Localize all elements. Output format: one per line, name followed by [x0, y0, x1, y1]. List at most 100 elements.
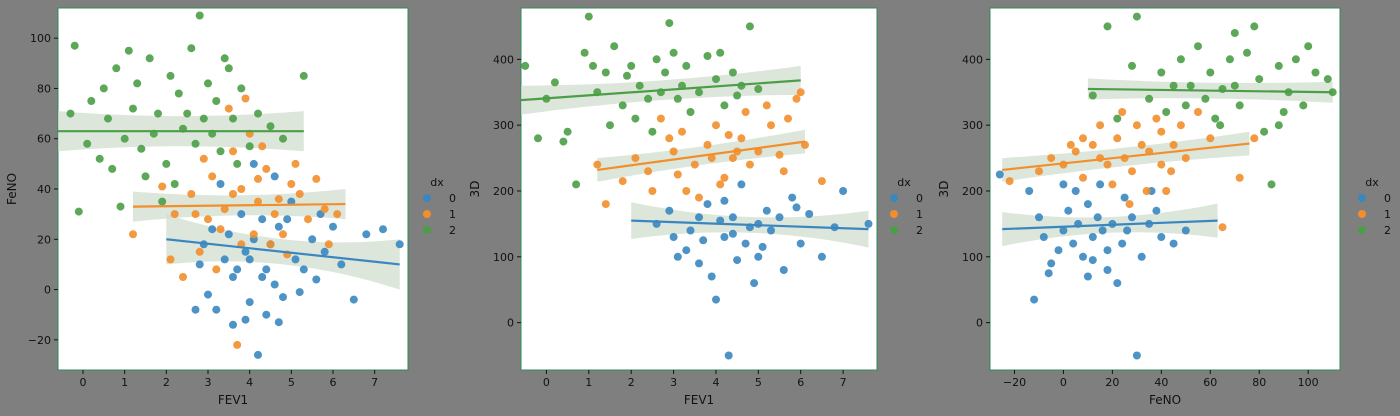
plot-area	[520, 7, 878, 371]
x-tick-label: 7	[840, 376, 847, 389]
data-point-dx-1	[170, 210, 179, 219]
data-point-dx-1	[312, 174, 321, 183]
data-point-dx-1	[648, 187, 657, 195]
data-point-dx-2	[191, 139, 200, 148]
data-point-dx-1	[158, 182, 167, 191]
data-point-dx-0	[762, 206, 771, 215]
data-point-dx-2	[563, 127, 572, 136]
data-point-dx-0	[291, 255, 300, 264]
regression-line-dx-1	[597, 140, 806, 172]
data-point-dx-0	[1059, 226, 1068, 235]
data-point-dx-2	[166, 71, 175, 80]
data-point-dx-0	[1071, 187, 1080, 195]
data-point-dx-2	[669, 48, 678, 57]
legend-marker-dx-1	[890, 210, 898, 218]
data-point-dx-0	[1093, 213, 1102, 222]
data-point-dx-2	[279, 134, 287, 143]
data-point-dx-0	[796, 239, 805, 248]
data-point-dx-1	[262, 164, 271, 173]
data-point-dx-2	[245, 142, 254, 151]
y-tick-label: 200	[962, 185, 983, 198]
data-point-dx-0	[229, 320, 237, 329]
data-point-dx-0	[767, 226, 775, 235]
data-point-dx-0	[208, 225, 217, 234]
data-point-dx-2	[745, 22, 754, 31]
x-tick-label: 3	[670, 376, 677, 389]
data-point-dx-1	[233, 340, 242, 349]
data-point-dx-1	[216, 225, 225, 234]
regression-line-dx-2	[1087, 87, 1333, 94]
data-point-dx-1	[601, 200, 610, 209]
data-point-dx-0	[1103, 246, 1112, 255]
data-point-dx-2	[87, 97, 96, 105]
data-point-dx-0	[1083, 272, 1092, 281]
data-point-dx-1	[1137, 140, 1146, 149]
data-point-dx-0	[1059, 180, 1068, 189]
data-point-dx-2	[1250, 22, 1259, 31]
y-tick-label: −20	[28, 334, 51, 347]
data-point-dx-2	[1169, 81, 1178, 90]
data-point-dx-1	[1250, 134, 1259, 143]
data-point-dx-0	[707, 272, 716, 281]
legend-label-dx-2: 2	[916, 224, 923, 237]
x-tick-label: 6	[330, 376, 337, 389]
x-tick-label: 1	[585, 376, 592, 389]
data-point-dx-2	[1157, 68, 1166, 77]
data-point-dx-1	[784, 114, 792, 123]
data-point-dx-1	[631, 154, 640, 163]
data-point-dx-0	[312, 275, 321, 284]
plot-content	[58, 11, 404, 359]
legend-label-dx-0: 0	[449, 192, 456, 205]
data-point-dx-2	[233, 159, 242, 168]
data-point-dx-2	[216, 147, 225, 156]
data-point-dx-1	[266, 240, 275, 249]
data-point-dx-1	[762, 101, 771, 110]
x-tick-label: 6	[797, 376, 804, 389]
data-point-dx-2	[124, 46, 133, 55]
legend-label-dx-2: 2	[449, 224, 456, 237]
data-point-dx-1	[1194, 108, 1202, 116]
x-tick-label: 0	[80, 376, 87, 389]
data-point-dx-1	[1142, 187, 1151, 195]
regression-line-dx-0	[631, 219, 869, 231]
data-point-dx-1	[195, 247, 204, 256]
data-point-dx-1	[712, 121, 720, 130]
data-point-dx-2	[1162, 108, 1171, 116]
data-point-dx-0	[699, 236, 708, 245]
data-point-dx-2	[728, 68, 737, 77]
data-point-dx-1	[1218, 223, 1227, 232]
data-point-dx-2	[237, 84, 246, 93]
data-point-dx-1	[220, 205, 229, 214]
data-point-dx-2	[1230, 29, 1239, 37]
data-point-dx-1	[1132, 121, 1141, 130]
x-axis-label: FEV1	[218, 393, 248, 407]
data-point-dx-1	[1152, 114, 1161, 123]
data-point-dx-0	[839, 187, 848, 195]
data-point-dx-1	[291, 159, 300, 168]
regression-line-dx-0	[1002, 219, 1218, 231]
data-point-dx-1	[1035, 167, 1043, 176]
scatter-panel-fev1-3d: 0 1 2 3 4 5 6 7 0 100 200 300 400 FEV1 3D dx 0 1 2	[468, 7, 923, 407]
data-point-dx-2	[1291, 55, 1300, 64]
data-point-dx-1	[254, 174, 262, 183]
data-point-dx-1	[1103, 160, 1112, 169]
data-point-dx-2	[154, 109, 162, 118]
data-point-dx-0	[283, 215, 292, 224]
data-point-dx-2	[1260, 127, 1269, 136]
data-point-dx-2	[1145, 94, 1154, 103]
y-axis-label: 3D	[937, 181, 951, 198]
data-point-dx-2	[158, 197, 167, 206]
x-tick-label: 0	[543, 376, 550, 389]
data-point-dx-1	[295, 190, 304, 198]
data-point-dx-0	[995, 170, 1004, 179]
x-tick-label: 60	[1203, 376, 1217, 389]
data-point-dx-2	[104, 114, 112, 123]
data-point-dx-2	[1274, 121, 1283, 130]
data-point-dx-2	[74, 207, 83, 216]
legend-title: dx	[1365, 176, 1379, 189]
y-tick-label: 20	[37, 233, 51, 246]
data-point-dx-1	[237, 185, 246, 193]
data-point-dx-1	[1181, 154, 1190, 163]
data-point-dx-1	[1088, 140, 1097, 149]
data-point-dx-1	[1235, 173, 1244, 182]
